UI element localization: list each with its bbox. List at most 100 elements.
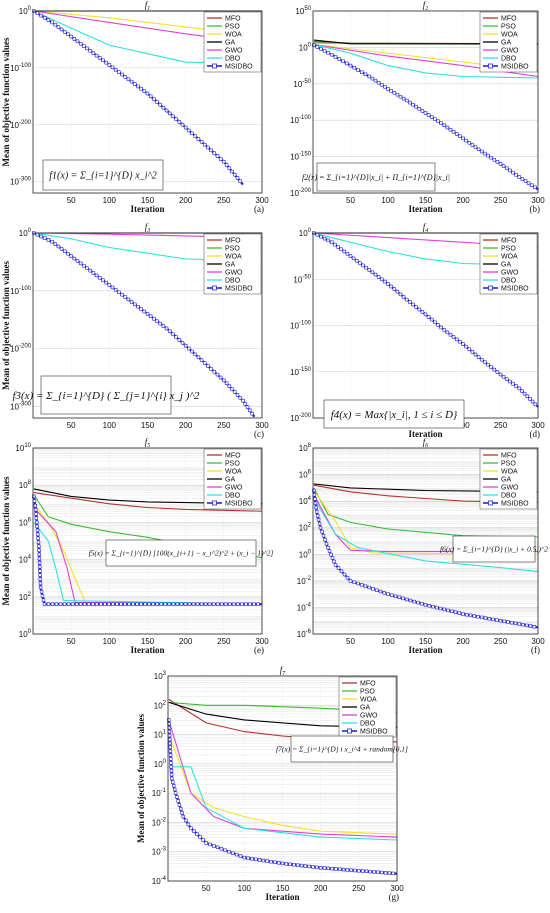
series-marker-msidbo bbox=[219, 847, 224, 851]
series-marker-msidbo bbox=[330, 240, 334, 244]
x-tick-label: 300 bbox=[531, 637, 545, 646]
series-marker-msidbo bbox=[467, 347, 471, 351]
series-marker-msidbo bbox=[376, 870, 380, 874]
series-marker-msidbo bbox=[495, 618, 499, 622]
series-marker-msidbo bbox=[318, 525, 323, 530]
series-marker-msidbo bbox=[38, 577, 43, 581]
y-tick-label: 10-100 bbox=[290, 115, 312, 125]
legend-label-woa: WOA bbox=[501, 254, 518, 261]
legend-label-mfo: MFO bbox=[501, 16, 517, 23]
series-marker-msidbo bbox=[284, 862, 288, 866]
x-tick-label: 200 bbox=[456, 196, 470, 205]
legend-label-gwo: GWO bbox=[501, 485, 519, 492]
series-marker-msidbo bbox=[312, 43, 316, 47]
y-tick-label: 100 bbox=[299, 549, 312, 559]
series-marker-msidbo bbox=[149, 314, 153, 318]
series-marker-msidbo bbox=[169, 772, 174, 777]
series-marker-msidbo bbox=[46, 602, 51, 606]
y-tick-label: 100 bbox=[299, 42, 312, 52]
series-marker-msidbo bbox=[450, 609, 454, 614]
x-tick-label: 250 bbox=[352, 884, 366, 893]
legend-label-gwo: GWO bbox=[225, 270, 243, 277]
series-marker-msidbo bbox=[245, 405, 250, 409]
series-marker-msidbo bbox=[349, 868, 353, 872]
x-tick-label: 150 bbox=[276, 884, 290, 893]
series-marker-msidbo bbox=[37, 552, 42, 557]
series-marker-msidbo bbox=[417, 107, 421, 111]
series-marker-msidbo bbox=[83, 602, 87, 606]
series-marker-msidbo bbox=[492, 367, 496, 372]
series-marker-msidbo bbox=[32, 494, 36, 499]
series-marker-msidbo bbox=[38, 581, 43, 586]
series-marker-msidbo bbox=[169, 757, 173, 761]
series-marker-msidbo bbox=[98, 276, 102, 280]
x-tick-label: 300 bbox=[531, 196, 545, 205]
series-marker-msidbo bbox=[522, 391, 527, 396]
series-marker-msidbo bbox=[318, 866, 323, 870]
series-marker-msidbo bbox=[379, 870, 384, 875]
series-marker-msidbo bbox=[442, 607, 446, 612]
series-marker-msidbo bbox=[233, 390, 237, 394]
series-marker-msidbo bbox=[243, 402, 247, 406]
series-marker-msidbo bbox=[187, 346, 191, 351]
series-marker-msidbo bbox=[315, 233, 320, 237]
series-marker-msidbo bbox=[177, 338, 181, 342]
y-tick-label: 10-50 bbox=[293, 274, 311, 284]
series-marker-msidbo bbox=[430, 317, 434, 322]
series-marker-msidbo bbox=[110, 285, 115, 290]
series-marker-msidbo bbox=[216, 602, 220, 606]
series-marker-msidbo bbox=[43, 236, 47, 240]
chart-panel-g: 50 100 150 200 250 300 103 102 101 100 10-1 10-2 10-… bbox=[136, 665, 408, 902]
series-marker-msidbo bbox=[238, 854, 243, 858]
series-marker-msidbo bbox=[222, 378, 226, 383]
axes-frame bbox=[312, 10, 539, 194]
series-marker-msidbo bbox=[79, 41, 83, 46]
legend-label-gwo: GWO bbox=[501, 270, 519, 277]
series-marker-msidbo bbox=[88, 49, 92, 53]
series-marker-msidbo bbox=[378, 589, 383, 594]
series-marker-msidbo bbox=[152, 97, 156, 101]
y-tick-label: 102 bbox=[299, 523, 312, 533]
formula-frame bbox=[42, 159, 164, 191]
series-marker-msidbo bbox=[198, 835, 202, 839]
series-marker-msidbo bbox=[196, 137, 201, 141]
series-marker-msidbo bbox=[133, 302, 137, 306]
series-marker-msidbo bbox=[32, 499, 37, 503]
series-marker-msidbo bbox=[416, 600, 420, 605]
series-marker-msidbo bbox=[244, 602, 248, 606]
series-marker-msidbo bbox=[498, 372, 503, 377]
series-marker-msidbo bbox=[398, 95, 403, 99]
series-marker-msidbo bbox=[35, 528, 40, 533]
x-tick-label: 150 bbox=[141, 196, 155, 205]
series-marker-msidbo bbox=[427, 603, 431, 608]
series-marker-msidbo bbox=[191, 602, 196, 606]
series-marker-msidbo bbox=[117, 290, 121, 294]
series-marker-msidbo bbox=[392, 287, 396, 291]
series-marker-msidbo bbox=[171, 780, 175, 784]
legend-label-dbo: DBO bbox=[501, 56, 517, 63]
series-line-ga bbox=[313, 39, 538, 45]
series-marker-msidbo bbox=[228, 602, 232, 606]
series-marker-msidbo bbox=[126, 297, 131, 302]
series-marker-msidbo bbox=[451, 335, 456, 339]
series-marker-msidbo bbox=[199, 602, 204, 606]
series-marker-msidbo bbox=[342, 249, 346, 254]
y-tick-label: 104 bbox=[299, 496, 312, 506]
y-tick-label: 10-100 bbox=[290, 321, 312, 331]
series-marker-msidbo bbox=[87, 602, 91, 606]
series-marker-msidbo bbox=[261, 858, 266, 863]
series-marker-msidbo bbox=[464, 138, 468, 143]
series-marker-msidbo bbox=[69, 34, 73, 39]
series-marker-msidbo bbox=[465, 612, 469, 617]
series-line-ga bbox=[33, 488, 263, 505]
legend-label-pso: PSO bbox=[225, 24, 240, 31]
x-axis-label: Iteration bbox=[266, 892, 300, 902]
series-line-mfo bbox=[313, 484, 539, 504]
series-marker-msidbo bbox=[470, 143, 475, 147]
series-marker-msidbo bbox=[85, 46, 89, 51]
series-marker-msidbo bbox=[139, 87, 143, 91]
formula-text: f2(x) = Σ_{i=1}^{D}|x_i| + Π_{i=1}^{D}|x… bbox=[302, 173, 450, 182]
series-marker-msidbo bbox=[219, 157, 223, 161]
formula-text: f6(x) = Σ_{i=1}^{D} (|x_i + 0.5|)^2 bbox=[440, 545, 548, 554]
